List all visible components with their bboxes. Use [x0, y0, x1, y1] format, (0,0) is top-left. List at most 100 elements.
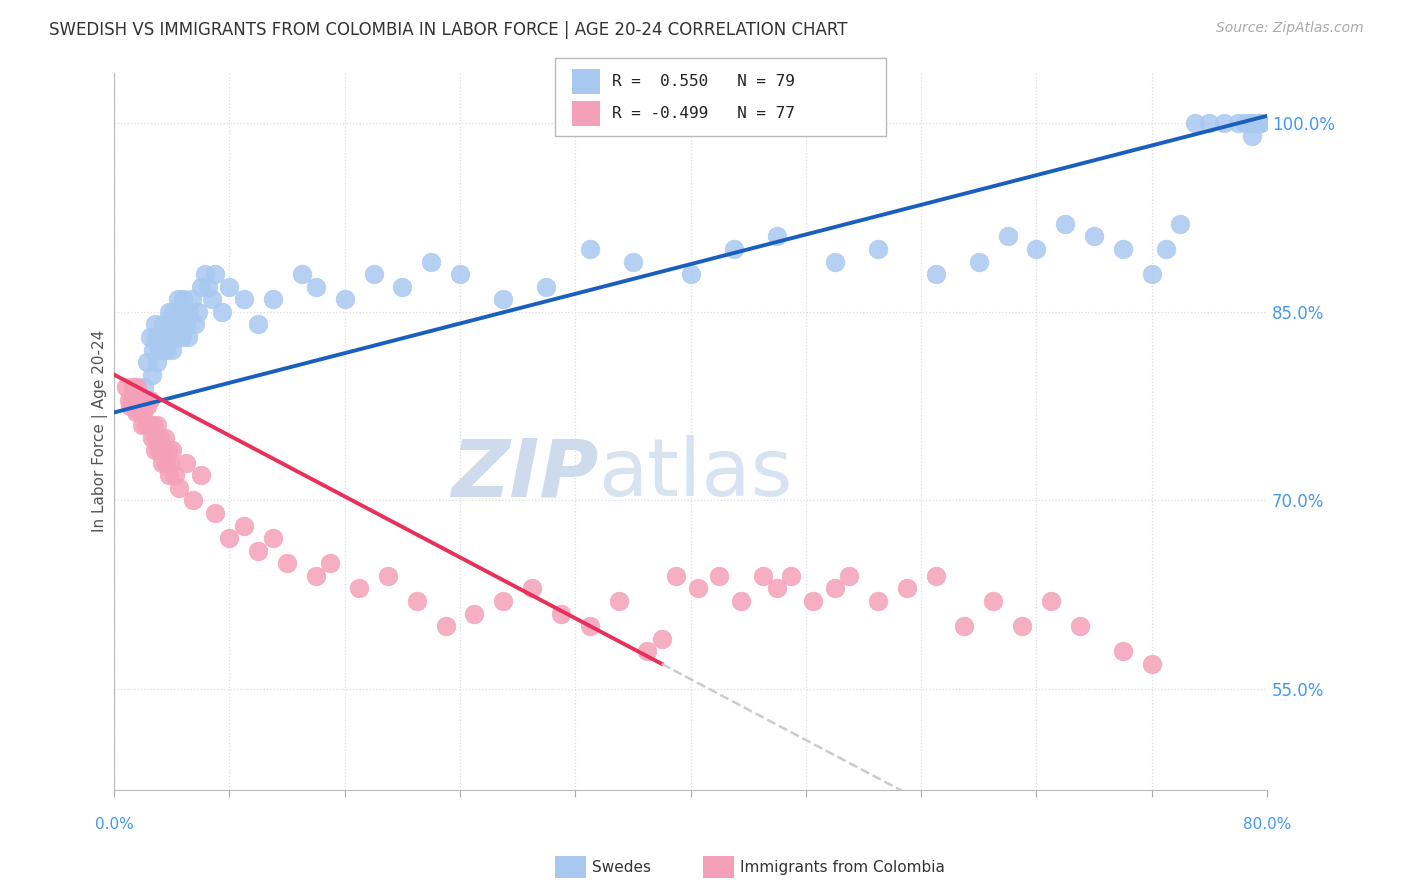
Point	[139, 330, 162, 344]
Point	[183, 493, 205, 508]
Point	[1083, 229, 1105, 244]
Point	[1234, 116, 1257, 130]
Point	[924, 569, 946, 583]
Point	[172, 293, 194, 307]
Point	[114, 380, 136, 394]
Point	[420, 254, 443, 268]
Point	[824, 254, 846, 268]
Point	[169, 305, 191, 319]
Point	[160, 343, 183, 357]
Point	[174, 318, 197, 332]
Point	[218, 279, 240, 293]
Point	[156, 443, 179, 458]
Point	[138, 417, 160, 432]
Point	[824, 582, 846, 596]
Point	[149, 330, 172, 344]
Point	[1241, 116, 1264, 130]
Point	[132, 405, 155, 419]
Point	[156, 330, 179, 344]
Point	[290, 267, 312, 281]
Point	[148, 443, 170, 458]
Point	[766, 582, 789, 596]
Point	[333, 293, 356, 307]
Text: atlas: atlas	[599, 435, 793, 513]
Point	[347, 582, 370, 596]
Point	[1170, 217, 1192, 231]
Point	[247, 318, 270, 332]
Point	[160, 443, 183, 458]
Point	[305, 569, 328, 583]
Point	[131, 417, 153, 432]
Point	[405, 594, 427, 608]
Point	[434, 619, 457, 633]
Point	[766, 229, 789, 244]
Point	[141, 368, 163, 382]
Point	[148, 343, 170, 357]
Point	[159, 456, 181, 470]
Point	[124, 386, 146, 401]
Point	[363, 267, 385, 281]
Text: Source: ZipAtlas.com: Source: ZipAtlas.com	[1216, 21, 1364, 36]
Point	[127, 380, 149, 394]
Point	[924, 267, 946, 281]
Point	[723, 242, 745, 256]
Point	[141, 431, 163, 445]
Point	[143, 443, 166, 458]
Point	[173, 305, 195, 319]
Text: Immigrants from Colombia: Immigrants from Colombia	[740, 860, 945, 874]
Point	[686, 582, 709, 596]
Point	[730, 594, 752, 608]
Point	[152, 443, 174, 458]
Point	[651, 632, 673, 646]
Point	[1112, 242, 1135, 256]
Point	[578, 619, 600, 633]
Point	[194, 267, 217, 281]
Point	[197, 279, 219, 293]
Point	[536, 279, 558, 293]
Text: ZIP: ZIP	[451, 435, 599, 513]
Point	[165, 330, 187, 344]
Point	[492, 293, 515, 307]
Point	[520, 582, 543, 596]
Point	[550, 607, 572, 621]
Point	[117, 392, 139, 407]
Point	[149, 431, 172, 445]
Point	[1227, 116, 1250, 130]
Point	[1249, 116, 1271, 130]
Point	[163, 318, 186, 332]
Point	[121, 392, 143, 407]
Point	[155, 456, 177, 470]
Point	[866, 594, 889, 608]
Point	[463, 607, 485, 621]
Point	[449, 267, 471, 281]
Point	[967, 254, 990, 268]
Point	[201, 293, 224, 307]
Point	[1154, 242, 1177, 256]
Point	[578, 242, 600, 256]
Text: 0.0%: 0.0%	[94, 817, 134, 832]
Point	[142, 417, 165, 432]
Point	[679, 267, 702, 281]
Point	[157, 305, 180, 319]
Point	[1212, 116, 1234, 130]
Point	[142, 343, 165, 357]
Text: R = -0.499   N = 77: R = -0.499 N = 77	[612, 106, 794, 120]
Point	[167, 318, 190, 332]
Point	[1198, 116, 1220, 130]
Point	[838, 569, 860, 583]
Point	[153, 431, 176, 445]
Point	[157, 468, 180, 483]
Point	[780, 569, 803, 583]
Point	[211, 305, 233, 319]
Point	[166, 293, 188, 307]
Point	[187, 305, 209, 319]
Point	[184, 318, 207, 332]
Point	[981, 594, 1004, 608]
Point	[636, 644, 658, 658]
Point	[1184, 116, 1206, 130]
Point	[607, 594, 630, 608]
Point	[136, 399, 159, 413]
Point	[1241, 116, 1264, 130]
Text: SWEDISH VS IMMIGRANTS FROM COLOMBIA IN LABOR FORCE | AGE 20-24 CORRELATION CHART: SWEDISH VS IMMIGRANTS FROM COLOMBIA IN L…	[49, 21, 848, 39]
Point	[1069, 619, 1091, 633]
